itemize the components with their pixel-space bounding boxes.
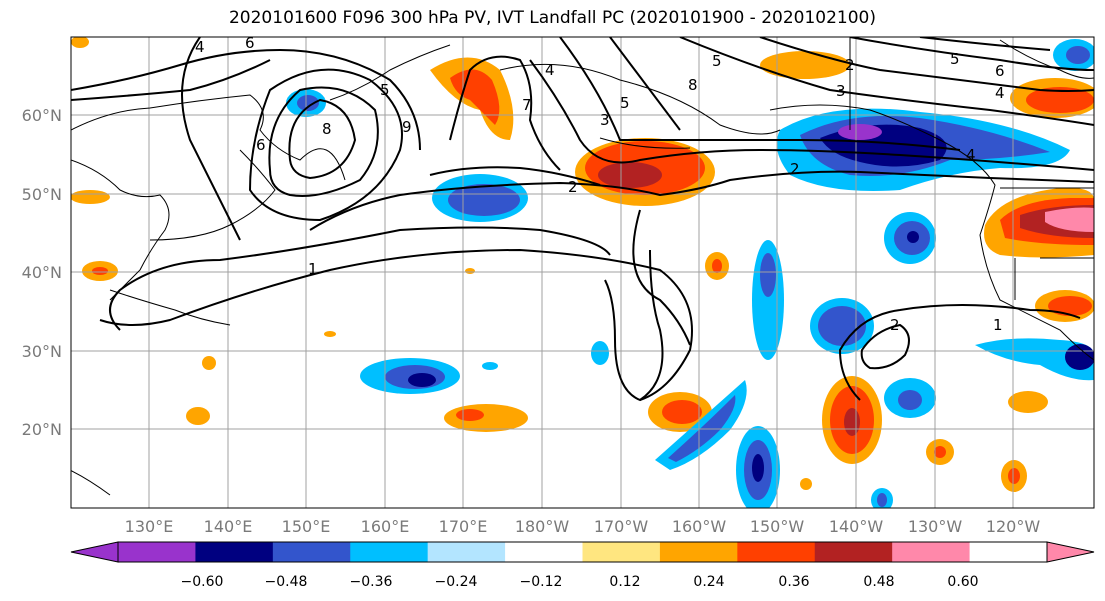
colorbar-tick: −0.48 <box>265 574 308 590</box>
colorbar-segment <box>970 542 1048 562</box>
contour-label: 4 <box>545 61 555 79</box>
lat-label: 20°N <box>22 420 62 439</box>
contour-label: 3 <box>600 111 610 129</box>
contour-label: 6 <box>995 62 1005 80</box>
contour-label: 3 <box>836 82 846 100</box>
map-figure: 4 6 6 5 9 8 5 4 3 5 8 7 2 2 1 1 2 3 4 5 … <box>0 0 1105 601</box>
contour-label: 5 <box>380 81 390 99</box>
colorbar-tick: −0.12 <box>520 574 563 590</box>
colorbar-extend-min <box>71 542 118 562</box>
contour-label: 4 <box>195 38 205 56</box>
lon-label: 150°E <box>282 517 331 536</box>
lon-label: 140°E <box>204 517 253 536</box>
colorbar <box>71 542 1094 562</box>
colorbar-tick: −0.24 <box>435 574 478 590</box>
lon-label: 180°W <box>515 517 570 536</box>
contour-label: 8 <box>688 76 698 94</box>
lat-label: 40°N <box>22 263 62 282</box>
colorbar-segment <box>815 542 893 562</box>
lon-label: 130°E <box>125 517 174 536</box>
colorbar-tick: 0.12 <box>609 574 640 590</box>
colorbar-tick: 0.36 <box>778 574 809 590</box>
lon-label: 120°W <box>986 517 1041 536</box>
colorbar-segment <box>118 542 196 562</box>
colorbar-segment <box>892 542 970 562</box>
colorbar-ticks: −0.60 −0.48 −0.36 −0.24 −0.12 0.12 0.24 … <box>181 574 979 590</box>
colorbar-segment <box>273 542 351 562</box>
colorbar-tick: 0.24 <box>693 574 724 590</box>
contour-label: 5 <box>712 52 722 70</box>
lon-label: 130°W <box>908 517 963 536</box>
contour-label: 8 <box>322 120 332 138</box>
contour-label: 9 <box>402 118 412 136</box>
lat-label: 60°N <box>22 106 62 125</box>
lon-label: 170°W <box>594 517 649 536</box>
colorbar-tick: −0.60 <box>181 574 224 590</box>
latitude-labels: 60°N 50°N 40°N 30°N 20°N <box>22 106 62 439</box>
colorbar-extend-max <box>1047 542 1094 562</box>
contour-label: 6 <box>256 136 266 154</box>
contour-label: 5 <box>620 94 630 112</box>
colorbar-segment <box>737 542 815 562</box>
contour-label: 2 <box>890 316 900 334</box>
lon-label: 150°W <box>750 517 805 536</box>
colorbar-tick: −0.36 <box>350 574 393 590</box>
contour-label: 1 <box>993 316 1003 334</box>
contour-label: 7 <box>522 96 532 114</box>
colorbar-segment <box>350 542 428 562</box>
colorbar-tick: 0.60 <box>947 574 978 590</box>
lon-label: 140°W <box>829 517 884 536</box>
colorbar-segment <box>583 542 661 562</box>
contour-label: 2 <box>845 56 855 74</box>
lon-label: 170°E <box>439 517 488 536</box>
colorbar-tick: 0.48 <box>863 574 894 590</box>
contour-label: 5 <box>950 50 960 68</box>
lon-label: 160°E <box>361 517 410 536</box>
colorbar-segment <box>505 542 583 562</box>
contour-label: 4 <box>966 146 976 164</box>
lat-label: 30°N <box>22 342 62 361</box>
longitude-labels: 130°E 140°E 150°E 160°E 170°E 180°W 170°… <box>125 517 1041 536</box>
contour-label: 1 <box>308 260 318 278</box>
colorbar-segment <box>660 542 738 562</box>
lat-label: 50°N <box>22 185 62 204</box>
lon-label: 160°W <box>672 517 727 536</box>
colorbar-segment <box>428 542 506 562</box>
colorbar-segment <box>195 542 273 562</box>
contour-label: 2 <box>568 178 578 196</box>
contour-label: 2 <box>790 160 800 178</box>
contour-label: 4 <box>995 84 1005 102</box>
